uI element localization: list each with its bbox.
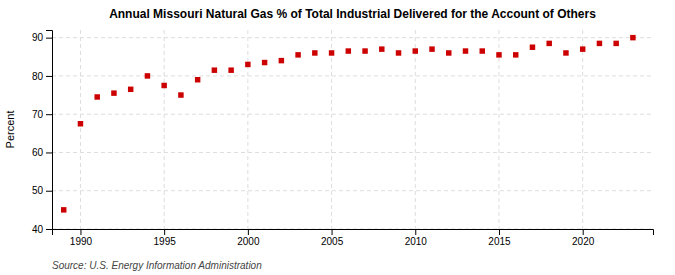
x-tick: 2005 (321, 229, 344, 247)
y-tick-mark (46, 76, 52, 77)
y-tick-label: 40 (32, 224, 44, 235)
x-axis: 1990 1995 2000 2005 2010 2015 2020 (53, 229, 654, 247)
point (597, 41, 602, 46)
x-tick-label: 2005 (321, 236, 344, 247)
point (496, 52, 501, 57)
point (613, 41, 618, 46)
x-tick-label: 1990 (70, 236, 93, 247)
grid-line-x (80, 30, 81, 229)
grid-line-x (247, 30, 248, 229)
point (413, 48, 418, 53)
x-tick-label: 2020 (572, 236, 595, 247)
point (128, 87, 133, 92)
x-tick: 1995 (154, 229, 177, 247)
x-tick-mark (583, 229, 584, 235)
point (78, 121, 83, 126)
point (480, 48, 485, 53)
marks (61, 35, 636, 213)
grid-line-x (331, 30, 332, 229)
chart-svg: 1990 1995 2000 2005 2010 2015 2020 40 50 60 70 80 90… (0, 0, 675, 275)
point (195, 77, 200, 82)
y-tick-label: 50 (32, 185, 44, 196)
point (145, 73, 150, 78)
plot: 1990 1995 2000 2005 2010 2015 2020 40 50 60 70 80 90 (32, 30, 654, 247)
y-tick-mark (46, 229, 52, 230)
x-tick: 1990 (70, 229, 93, 247)
x-tick-label: 1995 (154, 236, 177, 247)
x-tick: 2000 (237, 229, 260, 247)
y-tick: 80 (32, 71, 52, 82)
point (329, 50, 334, 55)
y-tick-label: 60 (32, 147, 44, 158)
x-tick-label: 2015 (488, 236, 511, 247)
grid-line-x (498, 30, 499, 229)
point (178, 92, 183, 97)
point (228, 67, 233, 72)
y-tick-mark (46, 152, 52, 153)
grid-line-x (582, 30, 583, 229)
x-tick-mark (248, 229, 249, 235)
x-tick-mark (80, 229, 81, 235)
point (362, 48, 367, 53)
y-tick-mark (46, 191, 52, 192)
y-tick: 40 (32, 224, 52, 235)
x-tick: 2020 (572, 229, 595, 247)
point (61, 207, 66, 212)
y-tick: 60 (32, 147, 52, 158)
point (563, 50, 568, 55)
point (245, 62, 250, 67)
x-tick-mark (164, 229, 165, 235)
x-axis-line (53, 230, 654, 236)
x-tick: 2015 (488, 229, 511, 247)
y-tick-mark (46, 114, 52, 115)
grid-line-x (415, 30, 416, 229)
y-tick: 70 (32, 109, 52, 120)
grid-line-y (52, 75, 653, 76)
point (546, 41, 551, 46)
point (530, 44, 535, 49)
point (111, 90, 116, 95)
x-tick-mark (499, 229, 500, 235)
y-tick-label: 90 (32, 32, 44, 43)
y-tick: 50 (32, 185, 52, 196)
title: Annual Missouri Natural Gas % of Total I… (109, 7, 596, 21)
grid-line-y (52, 152, 653, 153)
x-tick-label: 2010 (405, 236, 428, 247)
grid-line-y (52, 114, 653, 115)
grid (52, 30, 653, 229)
grid-line-y (52, 37, 653, 38)
point (346, 48, 351, 53)
point (312, 50, 317, 55)
point (279, 58, 284, 63)
point (161, 83, 166, 88)
y-tick: 90 (32, 32, 52, 43)
point (379, 46, 384, 51)
point (295, 52, 300, 57)
point (94, 94, 99, 99)
point (446, 50, 451, 55)
grid-line-x (164, 30, 165, 229)
y-tick-label: 80 (32, 71, 44, 82)
x-tick-mark (332, 229, 333, 235)
grid-line-y (52, 190, 653, 191)
x-tick: 2010 (405, 229, 428, 247)
y-axis: 40 50 60 70 80 90 (32, 31, 53, 235)
point (212, 67, 217, 72)
point (463, 48, 468, 53)
y-tick-label: 70 (32, 109, 44, 120)
y-axis-line (46, 31, 53, 230)
x-tick-mark (415, 229, 416, 235)
point (429, 46, 434, 51)
point (396, 50, 401, 55)
y-axis-label: Percent (4, 111, 16, 149)
point (513, 52, 518, 57)
x-tick-label: 2000 (237, 236, 260, 247)
y-tick-mark (46, 38, 52, 39)
source: Source: U.S. Energy Information Administ… (52, 260, 262, 271)
point (580, 46, 585, 51)
point (630, 35, 635, 40)
point (262, 60, 267, 65)
